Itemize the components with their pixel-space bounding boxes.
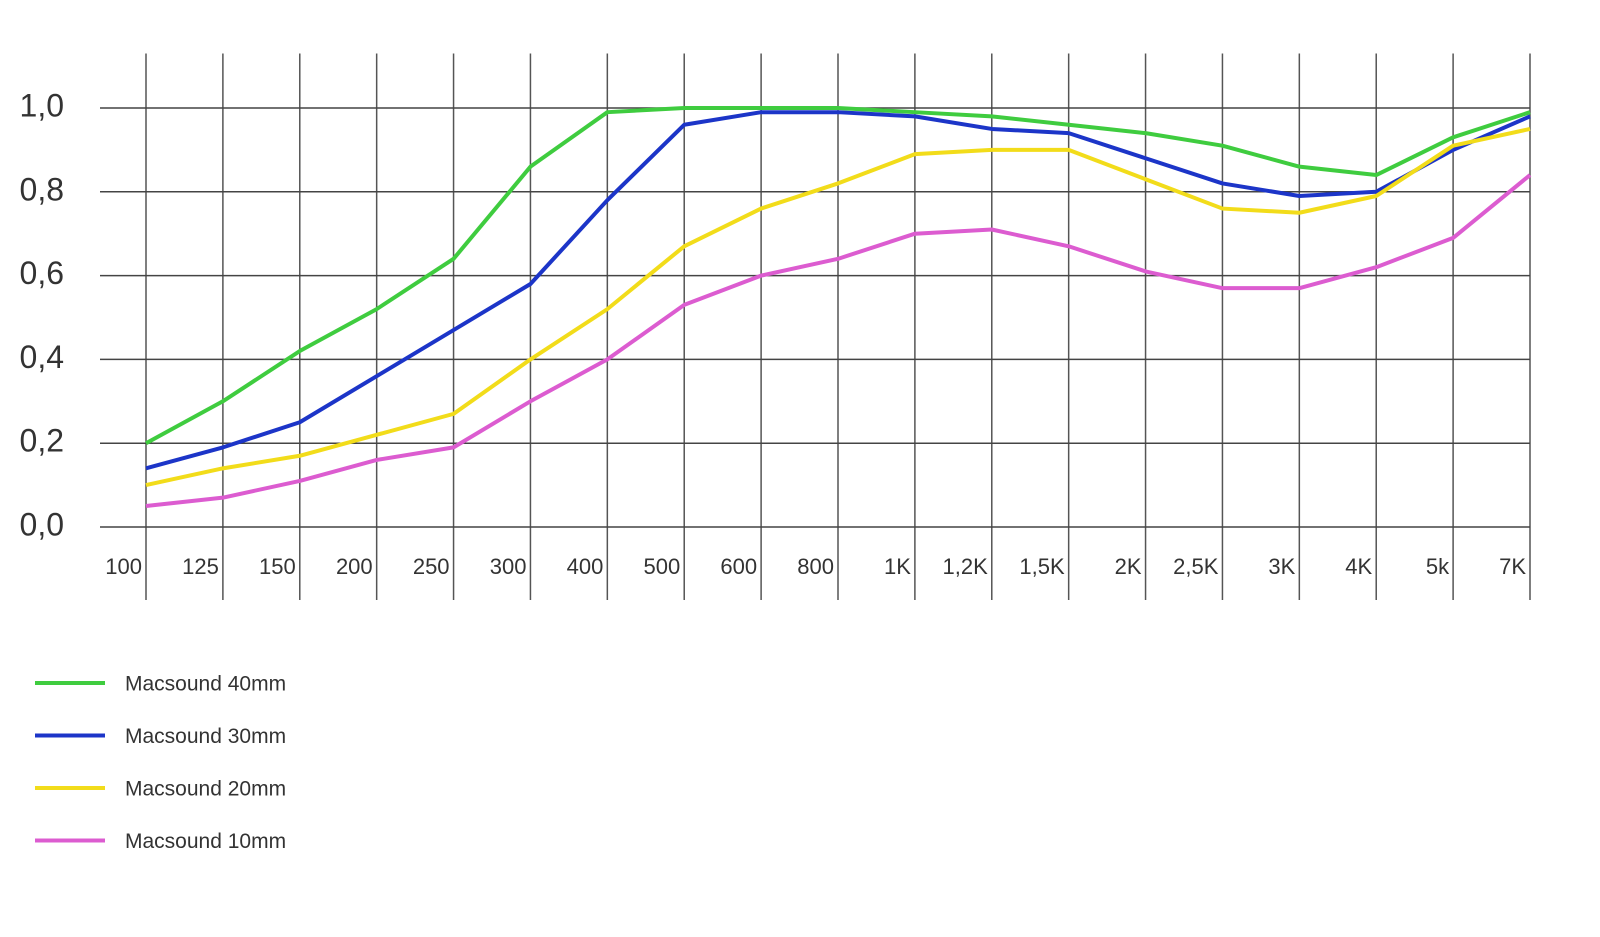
legend-label: Macsound 40mm (125, 673, 286, 696)
x-tick-label: 7K (1499, 554, 1526, 579)
x-tick-label: 300 (490, 554, 527, 579)
x-tick-label: 100 (105, 554, 142, 579)
series-line (145, 126, 1531, 488)
legend-label: Macsound 10mm (125, 830, 286, 853)
x-tick-label: 1K (884, 554, 911, 579)
x-tick-label: 5k (1426, 554, 1450, 579)
y-tick-label: 0,2 (20, 423, 64, 459)
x-tick-label: 3K (1268, 554, 1295, 579)
y-tick-label: 0,0 (20, 506, 64, 542)
legend-label: Macsound 20mm (125, 778, 286, 801)
x-tick-label: 150 (259, 554, 296, 579)
series-line (145, 106, 1531, 445)
x-tick-label: 250 (413, 554, 450, 579)
series-line (145, 110, 1531, 471)
x-tick-label: 2K (1115, 554, 1142, 579)
x-tick-label: 400 (567, 554, 604, 579)
y-tick-label: 0,4 (20, 339, 64, 375)
y-tick-label: 0,8 (20, 171, 64, 207)
series-line (145, 173, 1532, 509)
x-tick-label: 1,2K (943, 554, 989, 579)
legend-label: Macsound 30mm (125, 725, 286, 748)
x-tick-label: 2,5K (1173, 554, 1219, 579)
x-tick-label: 500 (644, 554, 681, 579)
x-tick-label: 1,5K (1019, 554, 1065, 579)
x-tick-label: 800 (797, 554, 834, 579)
y-tick-label: 1,0 (20, 87, 64, 123)
y-tick-label: 0,6 (20, 255, 64, 291)
x-tick-label: 200 (336, 554, 373, 579)
x-tick-label: 125 (182, 554, 219, 579)
x-tick-label: 600 (720, 554, 757, 579)
x-tick-label: 4K (1345, 554, 1372, 579)
